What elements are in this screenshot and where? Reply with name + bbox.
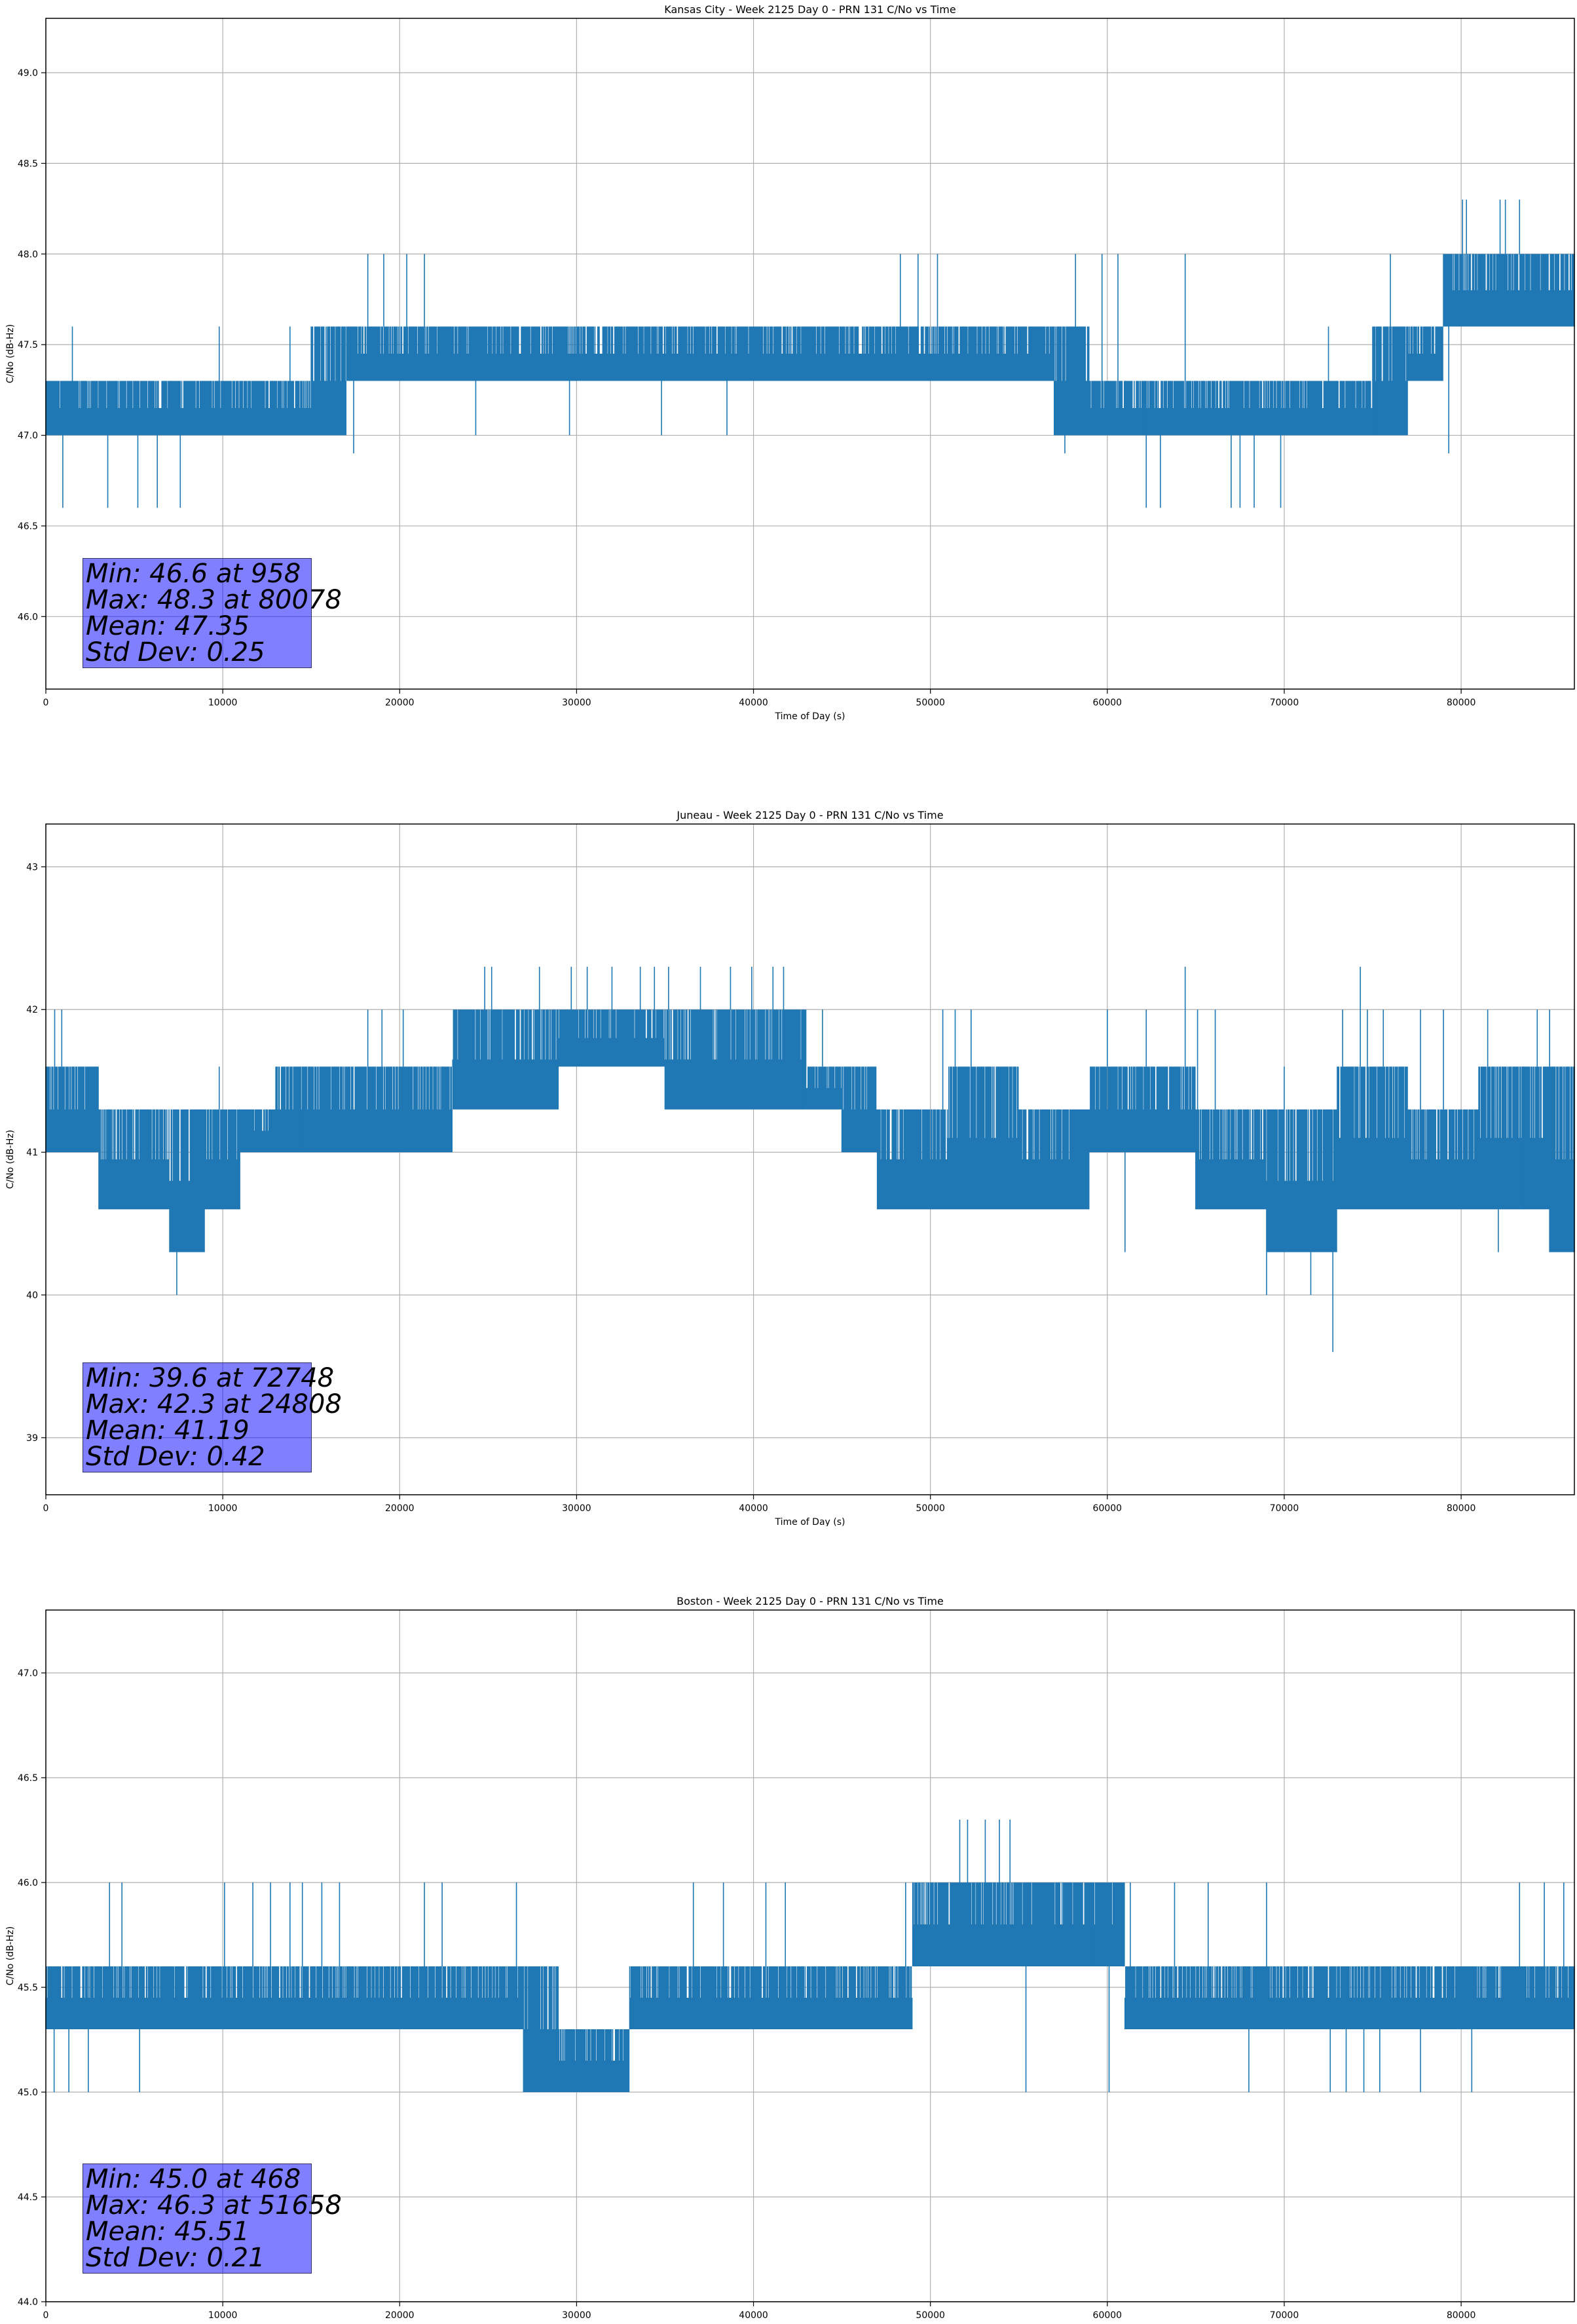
- y-tick-label: 42: [26, 1005, 38, 1015]
- chart-svg: Juneau - Week 2125 Day 0 - PRN 131 C/No …: [5, 809, 1575, 1526]
- x-tick-label: 20000: [385, 698, 415, 708]
- chart-kansas-city: Kansas City - Week 2125 Day 0 - PRN 131 …: [0, 0, 1577, 747]
- x-tick-label: 80000: [1447, 2310, 1476, 2321]
- y-tick-label: 47.0: [18, 1668, 38, 1679]
- y-tick-label: 40: [26, 1290, 38, 1301]
- y-tick-label: 46.5: [18, 521, 38, 532]
- x-tick-label: 0: [43, 698, 49, 708]
- y-tick-label: 45.5: [18, 1983, 38, 1993]
- x-tick-label: 50000: [916, 2310, 945, 2321]
- stat-min: Min: 46.6 at 958: [86, 559, 301, 589]
- stat-max: Max: 46.3 at 51658: [86, 2190, 342, 2221]
- x-tick-label: 10000: [208, 698, 238, 708]
- x-tick-label: 70000: [1270, 1503, 1299, 1514]
- x-tick-label: 20000: [385, 1503, 415, 1514]
- plot-frame: [45, 1609, 1575, 2302]
- stat-min: Min: 39.6 at 72748: [86, 1363, 335, 1393]
- y-tick-label: 39: [26, 1433, 38, 1444]
- stats-box: Min: 46.6 at 958 Max: 48.3 at 80078 Mean…: [83, 558, 342, 668]
- x-tick-label: 40000: [739, 698, 768, 708]
- x-tick-label: 30000: [562, 698, 591, 708]
- chart-svg: Kansas City - Week 2125 Day 0 - PRN 131 …: [5, 3, 1575, 722]
- x-tick-label: 10000: [208, 1503, 238, 1514]
- stat-max: Max: 48.3 at 80078: [86, 585, 342, 615]
- y-tick-label: 41: [26, 1148, 38, 1158]
- data-band: [45, 1009, 1575, 1252]
- x-tick-label: 50000: [916, 698, 945, 708]
- y-tick-label: 47.5: [18, 340, 38, 350]
- stat-mean: Mean: 41.19: [86, 1415, 250, 1446]
- stat-max: Max: 42.3 at 24808: [86, 1389, 342, 1419]
- plot-frame: [45, 18, 1575, 690]
- chart-title: Juneau - Week 2125 Day 0 - PRN 131 C/No …: [676, 809, 943, 821]
- chart-title: Boston - Week 2125 Day 0 - PRN 131 C/No …: [677, 1595, 944, 1607]
- stat-stddev: Std Dev: 0.42: [86, 1442, 265, 1472]
- chart-title: Kansas City - Week 2125 Day 0 - PRN 131 …: [664, 3, 955, 16]
- stat-mean: Mean: 45.51: [86, 2217, 250, 2247]
- x-tick-label: 70000: [1270, 2310, 1299, 2321]
- x-tick-label: 70000: [1270, 698, 1299, 708]
- stat-mean: Mean: 47.35: [86, 611, 250, 641]
- chart-boston: Boston - Week 2125 Day 0 - PRN 131 C/No …: [0, 1592, 1577, 2324]
- data-series: [45, 966, 1575, 1353]
- y-axis-label: C/No (dB-Hz): [5, 1926, 16, 1985]
- y-axis-label: C/No (dB-Hz): [5, 1130, 16, 1189]
- y-tick-label: 46.5: [18, 1773, 38, 1784]
- chart-juneau: Juneau - Week 2125 Day 0 - PRN 131 C/No …: [0, 806, 1577, 1526]
- y-tick-label: 46.0: [18, 612, 38, 622]
- x-tick-label: 80000: [1447, 1503, 1476, 1514]
- x-tick-label: 60000: [1093, 698, 1122, 708]
- data-series: [45, 1820, 1575, 2092]
- stat-min: Min: 45.0 at 468: [86, 2164, 301, 2194]
- x-tick-label: 20000: [385, 2310, 415, 2321]
- x-tick-label: 0: [43, 2310, 49, 2321]
- x-tick-label: 0: [43, 1503, 49, 1514]
- stat-stddev: Std Dev: 0.21: [86, 2243, 265, 2273]
- x-tick-label: 50000: [916, 1503, 945, 1514]
- y-tick-label: 45.0: [18, 2088, 38, 2098]
- stats-box: Min: 39.6 at 72748 Max: 42.3 at 24808 Me…: [83, 1362, 342, 1472]
- x-tick-label: 80000: [1447, 698, 1476, 708]
- y-tick-label: 44.5: [18, 2192, 38, 2203]
- x-tick-label: 60000: [1093, 2310, 1122, 2321]
- data-band: [45, 1883, 1575, 2092]
- y-tick-label: 43: [26, 862, 38, 872]
- x-tick-label: 30000: [562, 1503, 591, 1514]
- stats-box: Min: 45.0 at 468 Max: 46.3 at 51658 Mean…: [83, 2164, 342, 2274]
- plot-frame: [45, 823, 1575, 1495]
- x-axis-label: Time of Day (s): [775, 711, 845, 722]
- x-tick-label: 40000: [739, 1503, 768, 1514]
- y-axis-label: C/No (dB-Hz): [5, 324, 16, 383]
- y-tick-label: 49.0: [18, 68, 38, 79]
- x-tick-label: 40000: [739, 2310, 768, 2321]
- x-tick-label: 30000: [562, 2310, 591, 2321]
- y-tick-label: 44.0: [18, 2297, 38, 2308]
- y-tick-label: 48.0: [18, 250, 38, 260]
- x-tick-label: 10000: [208, 2310, 238, 2321]
- y-tick-label: 47.0: [18, 431, 38, 441]
- y-tick-label: 48.5: [18, 159, 38, 169]
- data-series: [45, 199, 1575, 508]
- x-axis-label: Time of Day (s): [775, 1517, 845, 1526]
- x-tick-label: 60000: [1093, 1503, 1122, 1514]
- y-tick-label: 46.0: [18, 1878, 38, 1888]
- stat-stddev: Std Dev: 0.25: [86, 637, 265, 667]
